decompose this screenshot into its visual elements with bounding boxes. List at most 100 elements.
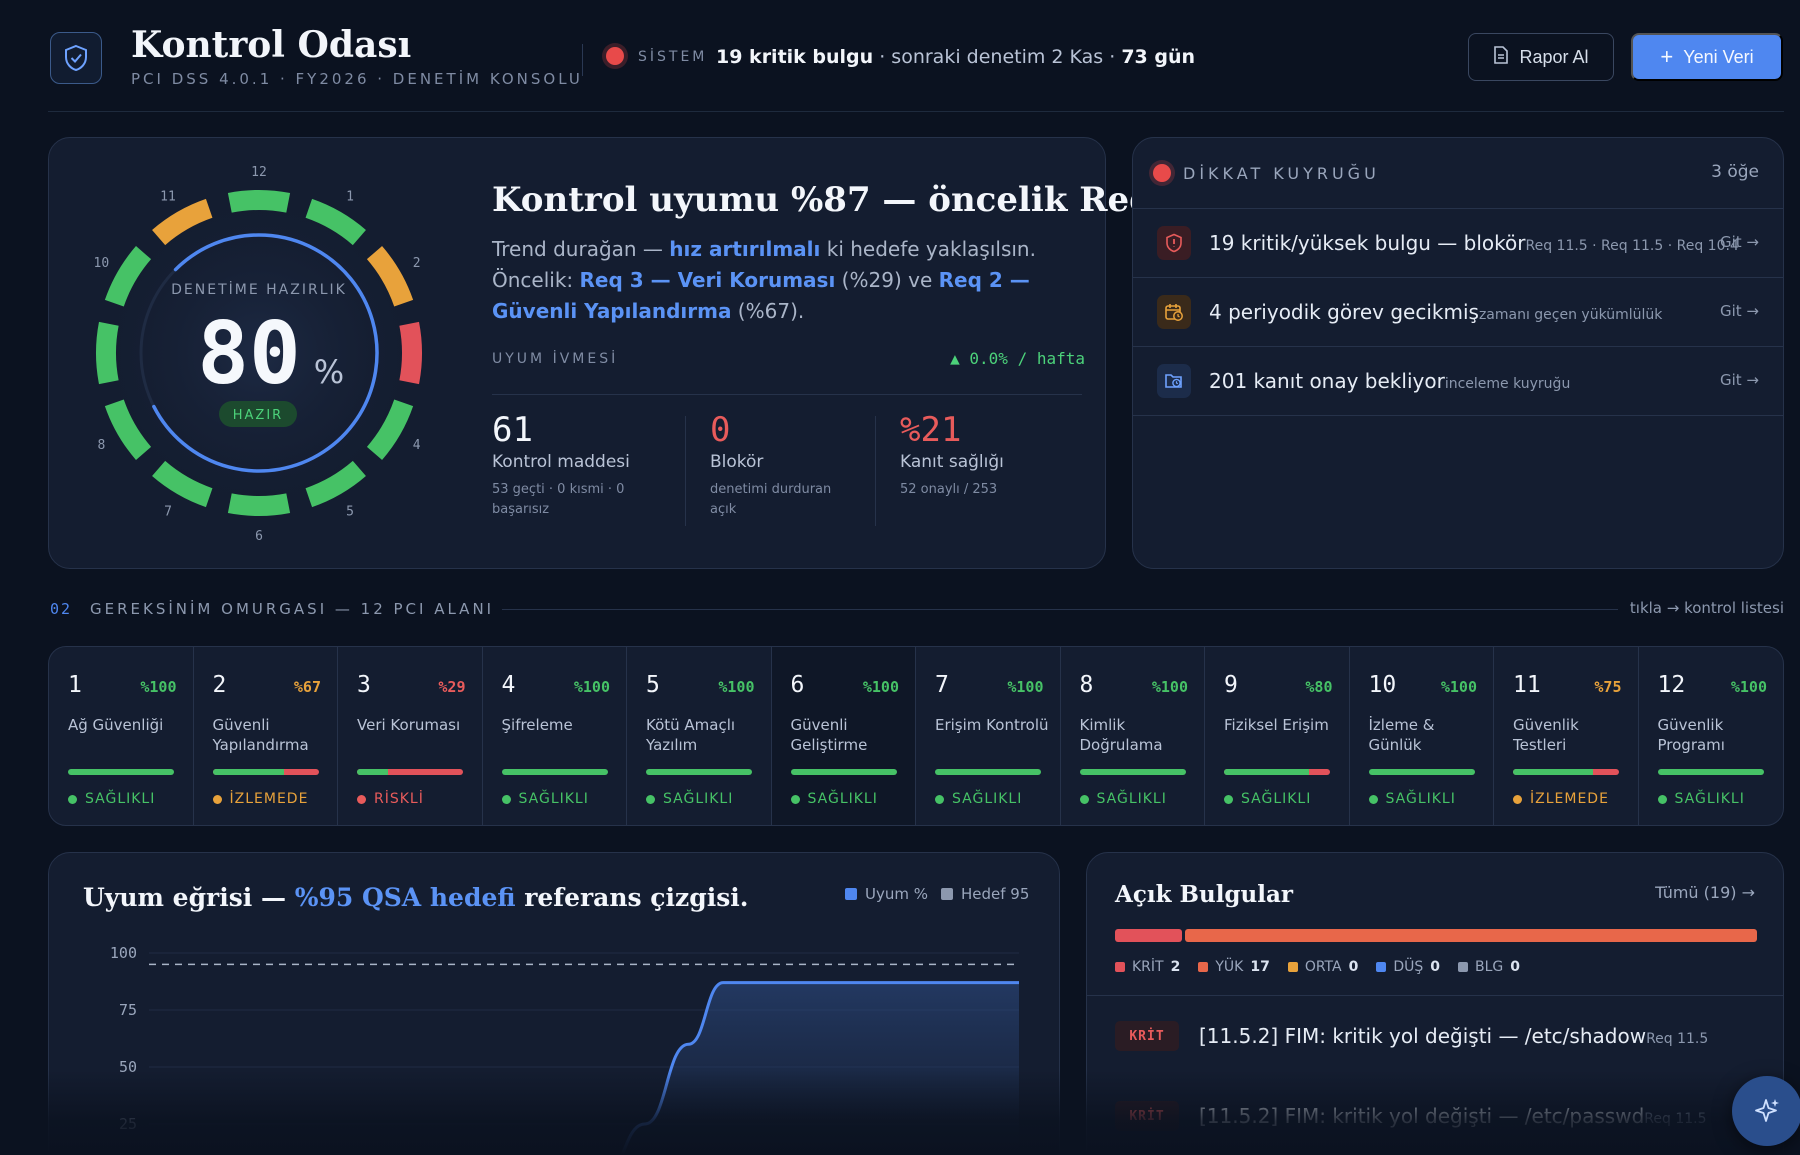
severity-legend-item[interactable]: DÜŞ 0 — [1376, 959, 1440, 975]
requirement-progress-fill — [790, 769, 897, 775]
desc-part-3: (%29) ve — [835, 268, 939, 292]
go-link[interactable]: Git → — [1719, 371, 1759, 389]
requirement-card-7[interactable]: 7 %100 Erişim Kontrolü SAĞLIKLI — [916, 647, 1061, 825]
stat-evidence-num: %21 — [900, 410, 962, 450]
severity-bar — [1115, 929, 1757, 942]
gauge-hour-label: 12 — [251, 165, 267, 180]
requirement-card-6[interactable]: 6 %100 Güvenli Geliştirme SAĞLIKLI — [771, 647, 916, 825]
status-dot — [212, 794, 222, 804]
gauge-label: DENETİME HAZIRLIK — [171, 280, 347, 298]
desc-part-1: Trend durağan — — [492, 237, 670, 261]
status-dot — [790, 794, 800, 804]
go-link[interactable]: Git → — [1719, 233, 1759, 251]
requirement-card-10[interactable]: 10 %100 İzleme & Günlük SAĞLIKLI — [1350, 647, 1494, 825]
summary-description: Trend durağan — hız artırılmalı ki hedef… — [492, 234, 1072, 327]
stat-evidence: %21 Kanıt sağlığı 52 onaylı / 253 — [900, 410, 1060, 500]
requirement-status: İZLEMEDE — [212, 791, 309, 807]
requirement-status: SAĞLIKLI — [1079, 791, 1167, 807]
queue-item[interactable]: 19 kritik/yüksek bulgu — blokörReq 11.5 … — [1133, 208, 1783, 277]
readiness-gauge: 121234567891011 DENETİME HAZIRLIK 80 % H… — [89, 165, 429, 544]
requirement-card-9[interactable]: 9 %80 Fiziksel Erişim SAĞLIKLI — [1205, 647, 1350, 825]
requirement-progress — [790, 769, 897, 775]
severity-segment — [1185, 929, 1757, 942]
severity-label: YÜK — [1215, 959, 1244, 975]
finding-meta: Req 11.5 — [1644, 1111, 1707, 1127]
status-dot — [1513, 794, 1522, 804]
findings-all-link[interactable]: Tümü (19) → — [1655, 883, 1755, 902]
gauge-hour-label: 5 — [346, 505, 354, 520]
shield-alert-icon — [1157, 226, 1191, 260]
requirement-percent: %67 — [293, 678, 321, 696]
queue-item[interactable]: 201 kanıt onay bekliyorinceleme kuyruğu … — [1133, 346, 1783, 415]
severity-legend-item[interactable]: BLG 0 — [1458, 959, 1520, 975]
y-tick-label: 50 — [119, 1058, 137, 1076]
severity-label: BLG — [1475, 959, 1504, 975]
severity-segment — [1115, 929, 1183, 942]
requirement-status: SAĞLIKLI — [935, 791, 1022, 807]
requirement-number: 2 — [212, 672, 227, 698]
severity-legend-item[interactable]: KRİT 2 — [1115, 959, 1180, 975]
requirement-percent: %29 — [438, 678, 466, 696]
queue-item[interactable]: 4 periyodik görev gecikmişzamanı geçen y… — [1133, 277, 1783, 346]
requirement-status-label: SAĞLIKLI — [663, 791, 734, 807]
requirement-status: İZLEMEDE — [1513, 791, 1609, 807]
report-button[interactable]: Rapor Al — [1468, 33, 1614, 81]
requirement-card-3[interactable]: 3 %29 Veri Koruması RİSKLİ — [338, 647, 483, 825]
gauge-segment — [152, 460, 213, 508]
severity-legend-item[interactable]: ORTA 0 — [1287, 959, 1358, 975]
requirement-card-1[interactable]: 1 %100 Ağ Güvenliği SAĞLIKLI — [49, 647, 194, 825]
requirement-name: Kötü Amaçlı Yazılım — [646, 716, 736, 754]
requirement-name: Güvenlik Programı — [1657, 716, 1725, 754]
requirement-progress-fill — [1657, 769, 1764, 775]
requirement-card-4[interactable]: 4 %100 Şifreleme SAĞLIKLI — [483, 647, 627, 825]
assistant-sparkle-button[interactable] — [1732, 1076, 1800, 1146]
requirement-progress-fill — [1224, 769, 1309, 775]
severity-legend-item[interactable]: YÜK 17 — [1198, 959, 1270, 975]
gauge-hour-label: 10 — [94, 256, 110, 271]
requirement-name: Kimlik Doğrulama — [1079, 716, 1163, 754]
new-data-button-label: Yeni Veri — [1683, 46, 1754, 67]
gauge-hour-label: 1 — [346, 189, 354, 204]
requirement-card-5[interactable]: 5 %100 Kötü Amaçlı Yazılım SAĞLIKLI — [627, 647, 772, 825]
new-data-button[interactable]: + Yeni Veri — [1631, 33, 1783, 81]
curve-title-highlight: %95 QSA hedefi — [294, 883, 516, 912]
app-subtitle: PCI DSS 4.0.1 · FY2026 · DENETİM KONSOLU — [131, 70, 583, 88]
y-tick-label: 25 — [119, 1115, 137, 1133]
gauge-segment — [366, 246, 414, 307]
requirement-status-label: SAĞLIKLI — [518, 791, 589, 807]
go-link[interactable]: Git → — [1719, 302, 1759, 320]
requirement-progress — [212, 769, 319, 775]
stat-divider — [685, 416, 686, 526]
stat-evidence-sub: 52 onaylı / 253 — [900, 482, 998, 497]
finding-row[interactable]: KRİT [11.5.2] FIM: kritik yol değişti — … — [1115, 1095, 1775, 1139]
requirement-status: SAĞLIKLI — [1657, 791, 1745, 807]
compliance-curve-card: Uyum eğrisi — %95 QSA hedefi referans çi… — [48, 852, 1060, 1155]
req3-link[interactable]: Req 3 — Veri Koruması — [579, 268, 836, 292]
requirement-progress — [1079, 769, 1186, 775]
legend-series: Uyum % — [845, 885, 928, 903]
speed-up-link[interactable]: hız artırılmalı — [669, 237, 821, 261]
findings-title: Açık Bulgular — [1115, 881, 1293, 908]
requirement-card-8[interactable]: 8 %100 Kimlik Doğrulama SAĞLIKLI — [1061, 647, 1205, 825]
status-dot — [935, 794, 944, 804]
stat-blockers-num: 0 — [710, 410, 731, 450]
compliance-chart: 100 75 50 25 — [110, 944, 1019, 1155]
finding-row[interactable]: KRİT [11.5.2] FIM: kritik yol değişti — … — [1115, 1015, 1775, 1059]
requirement-name: İzleme & Günlük — [1368, 716, 1435, 754]
queue-item-meta: inceleme kuyruğu — [1444, 376, 1571, 392]
requirement-card-12[interactable]: 12 %100 Güvenlik Programı SAĞLIKLI — [1639, 647, 1784, 825]
status-dot — [1079, 794, 1089, 804]
gauge-segment — [152, 198, 213, 246]
requirement-progress-fill — [646, 769, 752, 775]
requirement-card-2[interactable]: 2 %67 Güvenli Yapılandırma İZLEMEDE — [194, 647, 338, 825]
finding-text: [11.5.2] FIM: kritik yol değişti — /etc/… — [1199, 1104, 1707, 1128]
folder-clock-icon — [1157, 364, 1191, 398]
severity-count: 2 — [1170, 959, 1181, 975]
next-audit-text: · sonraki denetim 2 Kas · — [873, 46, 1122, 68]
stat-blockers-sub: denetimi durduran açık — [710, 482, 832, 517]
requirement-percent: %100 — [1007, 678, 1044, 696]
req2-link[interactable]: Req 2 — Güvenli Yapılandırma — [492, 268, 1030, 323]
requirement-card-11[interactable]: 11 %75 Güvenlik Testleri İZLEMEDE — [1494, 647, 1639, 825]
requirement-number: 10 — [1368, 672, 1397, 698]
requirement-progress-fill — [501, 769, 608, 775]
